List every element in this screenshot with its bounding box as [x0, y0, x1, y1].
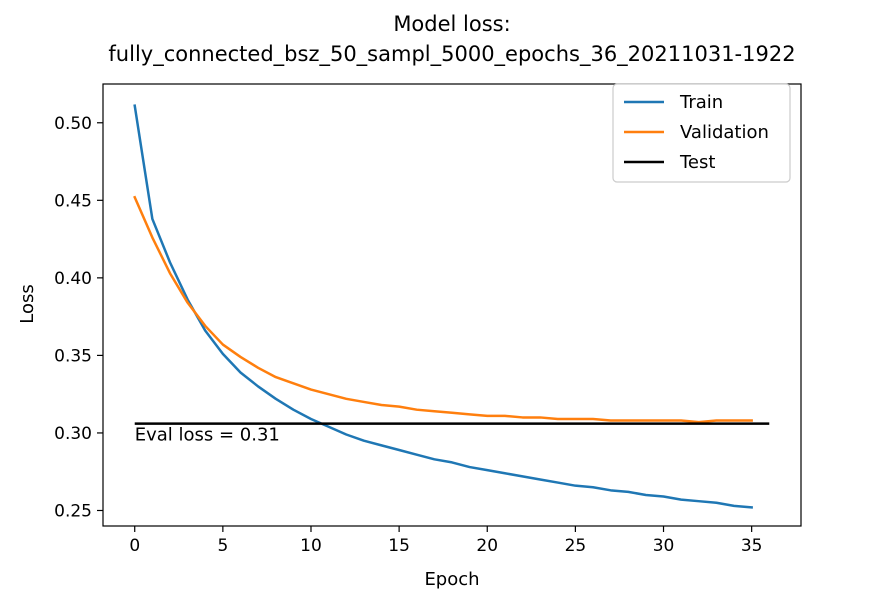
x-tick-label: 25	[565, 536, 587, 556]
eval-loss-annotation: Eval loss = 0.31	[135, 425, 280, 446]
series-line-train	[133, 104, 754, 509]
x-tick-label: 5	[217, 536, 228, 556]
y-tick-label: 0.30	[54, 424, 92, 444]
chart-subtitle: fully_connected_bsz_50_sampl_5000_epochs…	[108, 42, 795, 67]
x-tick-label: 35	[741, 536, 763, 556]
y-tick-label: 0.35	[54, 346, 92, 366]
y-tick-label: 0.45	[54, 191, 92, 211]
x-axis-label: Epoch	[424, 569, 479, 590]
legend: Train Validation Test	[612, 83, 791, 183]
plot-area	[102, 83, 802, 527]
x-tick-label: 15	[388, 536, 410, 556]
y-axis-ticks: 0.25 0.30 0.35 0.40 0.45 0.50	[54, 114, 103, 521]
legend-label-train: Train	[679, 92, 723, 113]
series-layer	[133, 104, 770, 509]
x-tick-label: 0	[129, 536, 140, 556]
x-axis-ticks: 0 5 10 15 20 25 30 35	[129, 526, 762, 556]
legend-label-validation: Validation	[680, 122, 769, 143]
legend-label-test: Test	[679, 152, 715, 173]
y-tick-label: 0.40	[54, 269, 92, 289]
series-line-validation	[133, 195, 753, 424]
x-tick-label: 20	[476, 536, 498, 556]
legend-box	[612, 83, 791, 183]
x-tick-label: 10	[300, 536, 322, 556]
x-tick-label: 30	[653, 536, 675, 556]
y-tick-label: 0.50	[54, 114, 92, 134]
y-axis-label: Loss	[17, 284, 38, 323]
chart-title: Model loss:	[393, 12, 510, 36]
y-tick-label: 0.25	[54, 501, 92, 521]
plot-frame	[102, 83, 802, 527]
